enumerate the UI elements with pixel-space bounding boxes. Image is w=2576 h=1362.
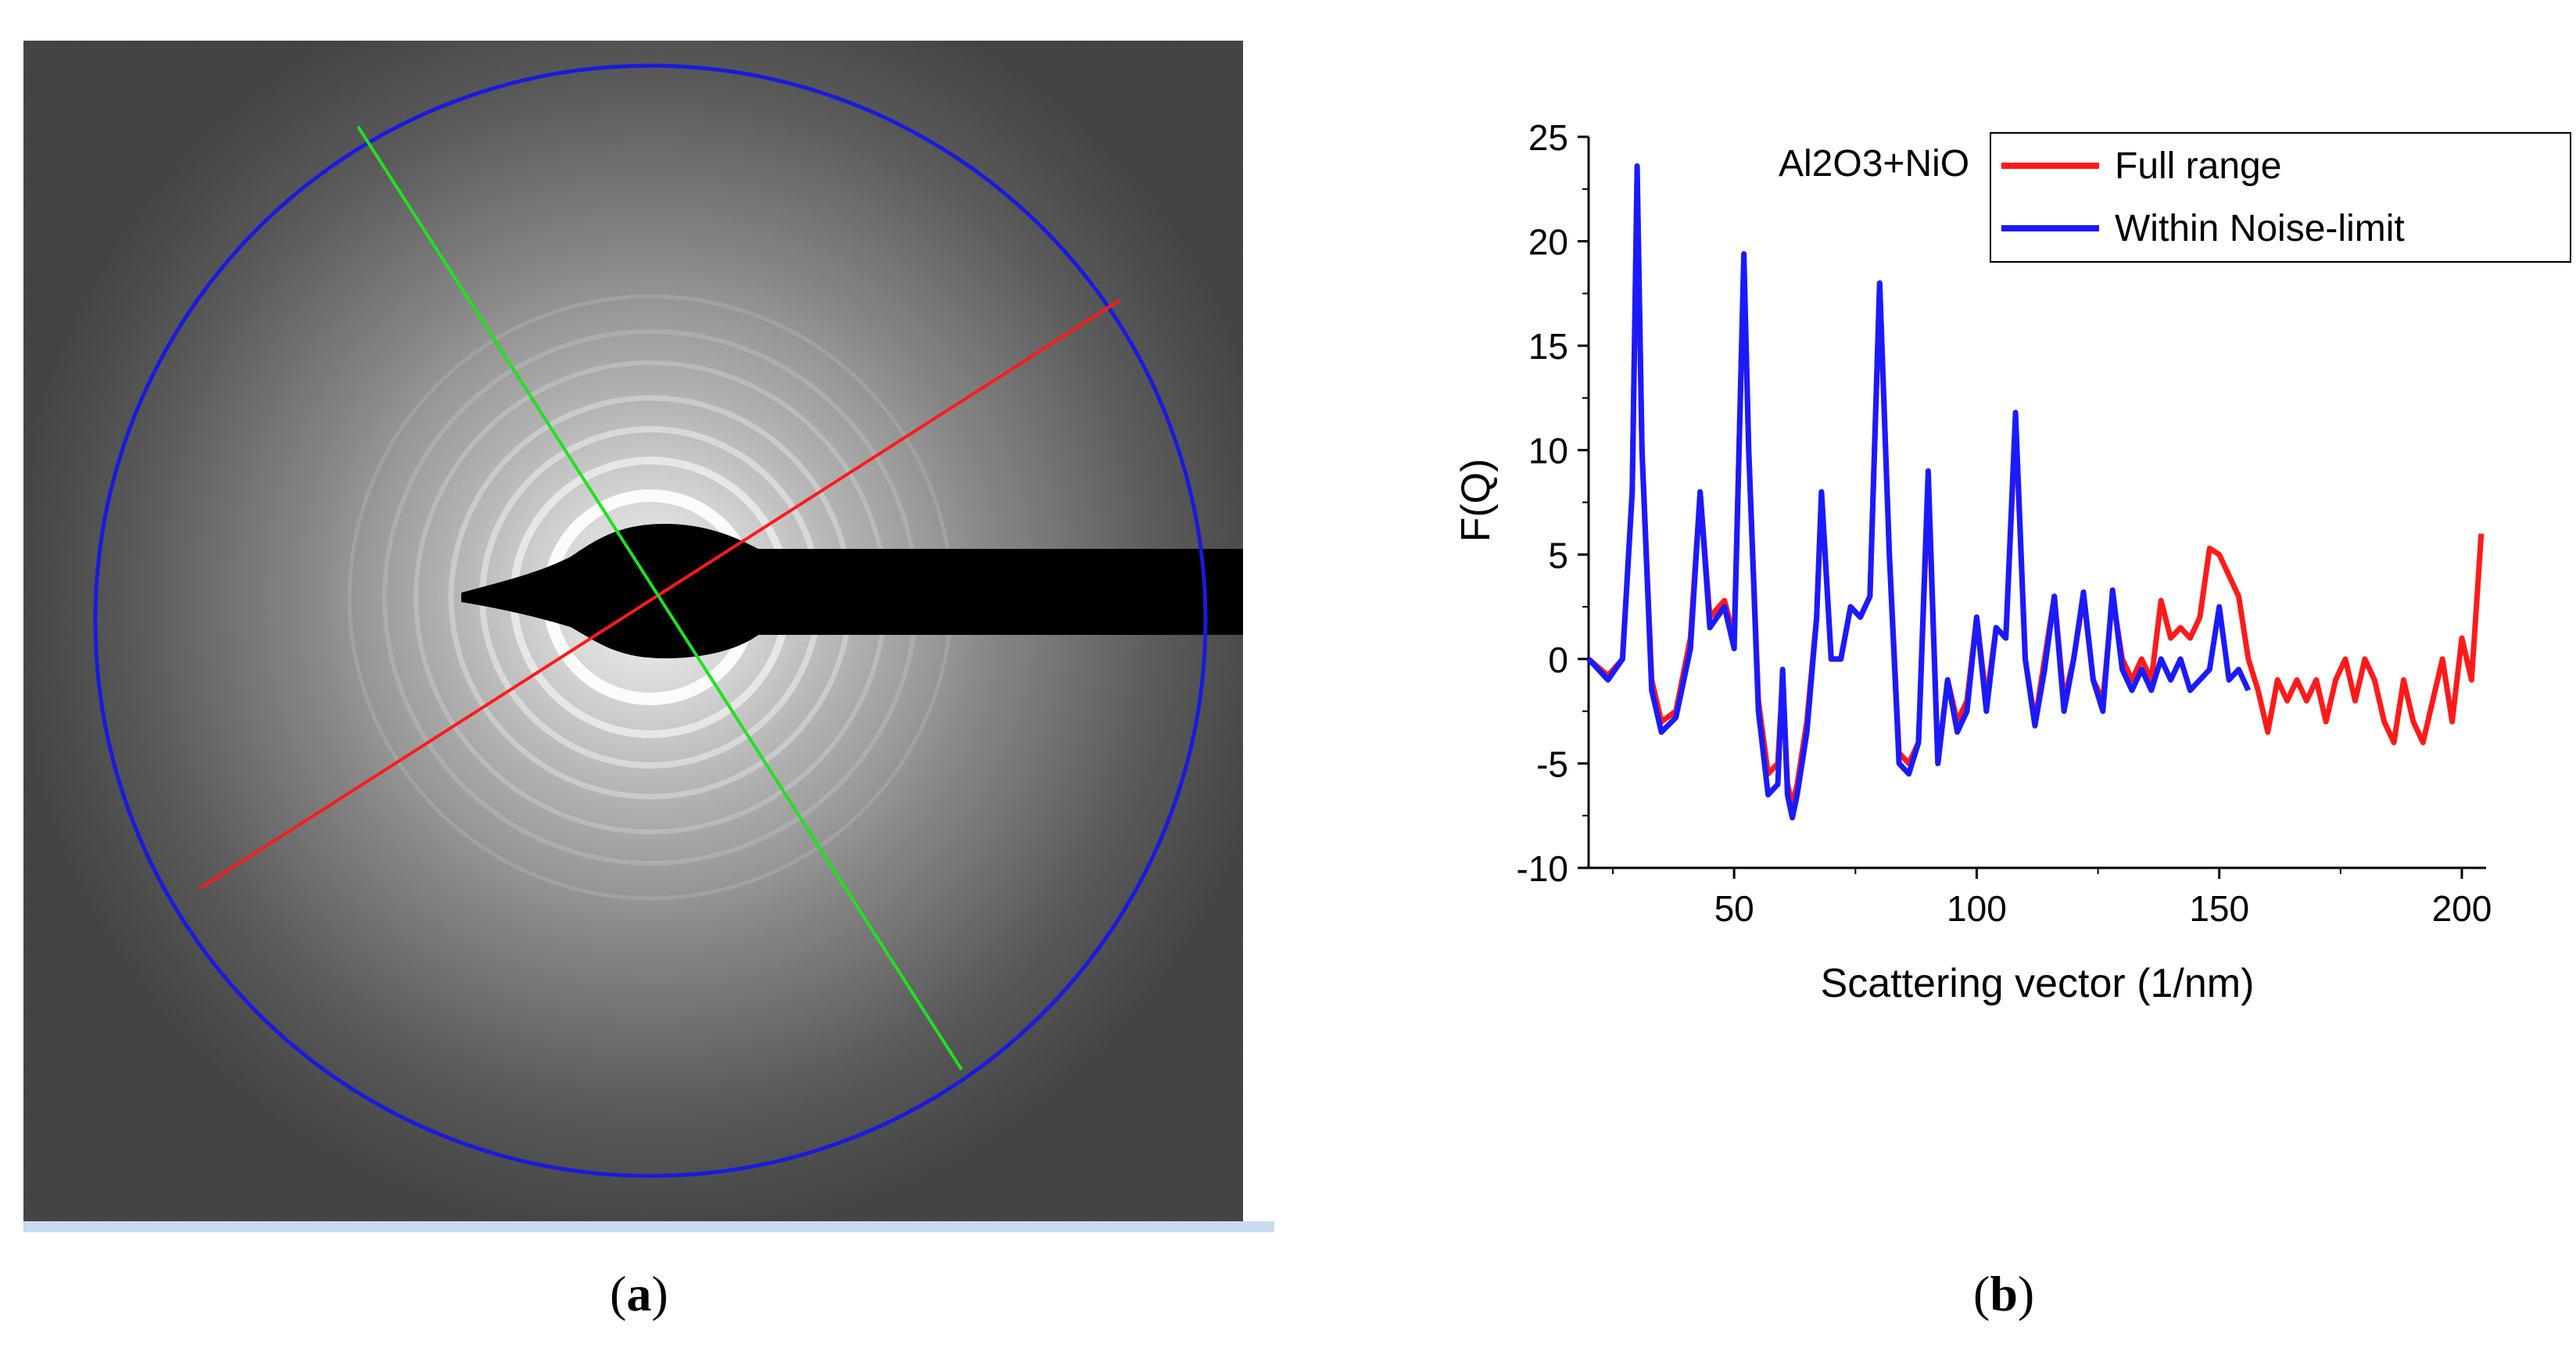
series-noise-limit-line bbox=[1586, 163, 2252, 821]
chart-annotation: Al2O3+NiO bbox=[1779, 143, 1969, 185]
legend-label-noise-limit: Within Noise-limit bbox=[2115, 208, 2405, 249]
image-bottom-border bbox=[23, 1221, 1274, 1232]
x-tick-label: 50 bbox=[1714, 888, 1754, 929]
panel-a bbox=[23, 41, 1274, 1245]
x-ticks: 50 100 150 200 bbox=[1612, 868, 2492, 929]
legend-box bbox=[1990, 132, 2571, 263]
measurement-line-green bbox=[356, 125, 963, 1071]
fq-chart: -10 -5 0 5 10 15 20 25 50 100 150 200 Al2O3+NiO Fu… bbox=[1453, 117, 2571, 1006]
series-lines bbox=[1586, 163, 2485, 821]
y-axis-label: F(Q) bbox=[1453, 459, 1499, 543]
diffraction-image bbox=[23, 41, 1274, 1232]
y-tick-label: 10 bbox=[1528, 431, 1568, 471]
beam-stop bbox=[461, 524, 1243, 658]
y-tick-label: 5 bbox=[1548, 535, 1568, 575]
measurement-line-red bbox=[199, 299, 1121, 890]
legend-label-full-range: Full range bbox=[2115, 145, 2281, 187]
x-axis-label: Scattering vector (1/nm) bbox=[1821, 961, 2255, 1006]
y-tick-label: 20 bbox=[1528, 222, 1568, 263]
y-tick-label: 15 bbox=[1528, 326, 1568, 367]
x-tick-label: 200 bbox=[2432, 888, 2492, 929]
y-tick-label: -10 bbox=[1517, 848, 1568, 889]
x-tick-label: 150 bbox=[2189, 888, 2249, 929]
y-tick-label: 0 bbox=[1548, 640, 1568, 680]
caption-a: (a) bbox=[610, 1266, 668, 1321]
caption-b: (b) bbox=[1973, 1266, 2035, 1321]
y-tick-label: 25 bbox=[1528, 117, 1568, 158]
fit-circle bbox=[93, 63, 1208, 1178]
y-ticks: -10 -5 0 5 10 15 20 25 bbox=[1517, 117, 1589, 889]
x-tick-label: 100 bbox=[1947, 888, 2007, 929]
legend: Full range Within Noise-limit bbox=[1990, 132, 2571, 263]
y-tick-label: -5 bbox=[1536, 744, 1568, 784]
